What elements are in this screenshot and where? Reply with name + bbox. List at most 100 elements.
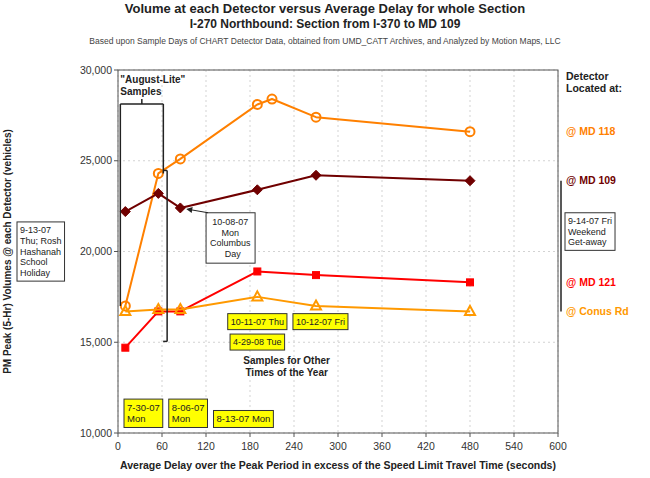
annotation-line: 8-06-07 (172, 402, 205, 413)
annotation-line: Hashanah (20, 247, 61, 257)
tick-label: 25,000 (80, 154, 112, 166)
marker (122, 344, 129, 351)
tick-mark (294, 433, 295, 437)
title-line: Volume at each Detector versus Average D… (125, 1, 526, 16)
marker (252, 291, 262, 300)
annotation-line: 9-14-07 Fri (568, 216, 612, 226)
annotation-box (206, 213, 255, 263)
chart: Volume at each Detector versus Average D… (0, 0, 650, 478)
tick-label: 10,000 (80, 427, 112, 439)
tick-label-line: 25,000 (80, 154, 112, 166)
tick-label-line: 300 (329, 440, 347, 452)
annotation: Samples for OtherTimes of the Year (243, 355, 330, 378)
annotation-line: Located at: (566, 82, 622, 94)
tick-label-line: 60 (156, 440, 168, 452)
annotation-box (293, 314, 348, 330)
tick-label-line: 10,000 (80, 427, 112, 439)
tick-label: 60 (156, 440, 168, 452)
tick-label-line: 120 (197, 440, 215, 452)
tick-label: 300 (329, 440, 347, 452)
annotation-line: 10-12-07 Fri (296, 317, 345, 327)
series-label-line: @ Conus Rd (566, 305, 629, 317)
annotation: 4-29-08 Tue (233, 337, 282, 347)
axes: 06012018024030036042048054060010,00015,0… (2, 64, 567, 471)
grid (118, 70, 558, 433)
annotation-line: Samples for Other (243, 355, 330, 366)
annotation: 10-11-07 Thu (231, 317, 284, 327)
x-axis-label-line: Average Delay over the Peak Period in ex… (120, 459, 556, 471)
plot-frame (118, 70, 558, 433)
marker (313, 272, 320, 279)
marker (175, 203, 185, 213)
annotation-line: Mon (127, 413, 145, 424)
title-line: I-270 Northbound: Section from I-370 to … (190, 17, 461, 31)
annotation-line: Weekend (568, 227, 606, 237)
marker (465, 306, 475, 315)
bracket (163, 170, 167, 172)
arrow-head (186, 207, 192, 213)
annotation-box (124, 399, 163, 427)
annotation-line: Holiday (20, 268, 51, 278)
bracket (560, 181, 562, 312)
bracket (163, 104, 165, 173)
marker (312, 113, 321, 122)
grid-line (118, 251, 558, 252)
annotation-line: Day (220, 249, 242, 259)
annotation-box (230, 334, 285, 350)
series-label: @ MD 121 (566, 276, 616, 288)
series-label-line: @ MD 121 (566, 276, 616, 288)
tick-label-line: 480 (461, 440, 479, 452)
series-line (125, 271, 470, 347)
bracket (141, 99, 143, 104)
annotation-box (228, 314, 287, 330)
marker (176, 154, 185, 163)
annotation: 9-14-07 FriWeekendGet-away (568, 216, 612, 248)
tick-mark (382, 433, 383, 437)
tick-label-line: 240 (285, 440, 303, 452)
grid-line (162, 70, 163, 433)
annotation-line: 4-29-08 Tue (233, 337, 282, 347)
tick-mark (470, 433, 471, 437)
tick-mark (114, 160, 118, 161)
tick-label: 180 (241, 440, 259, 452)
tick-label: 240 (285, 440, 303, 452)
tick-label: 420 (417, 440, 435, 452)
annotation-box (169, 399, 208, 427)
annotation-line: Samples (120, 86, 162, 97)
marker (153, 304, 163, 313)
series-label-line: @ MD 118 (566, 125, 616, 137)
subtitle-line: Based upon Sample Days of CHART Detector… (89, 36, 560, 46)
annotation-line: Times of the Year (245, 367, 328, 378)
annotation-box (17, 222, 65, 281)
y-axis-label: PM Peak (5-Hr) Volumes @ each Detector (… (2, 129, 13, 374)
tick-label: 480 (461, 440, 479, 452)
annotation-line: "August-Lite" (120, 74, 185, 85)
annotation-line: School (20, 257, 48, 267)
tick-mark (426, 433, 427, 437)
bracket (120, 104, 122, 306)
tick-label: 0 (115, 440, 121, 452)
marker (465, 176, 475, 186)
x-axis-label: Average Delay over the Peak Period in ex… (120, 459, 556, 471)
grid-line (426, 70, 427, 433)
annotation: 7-30-07Mon (127, 402, 160, 424)
tick-mark (114, 70, 118, 71)
annotation-line: 10-11-07 Thu (231, 317, 284, 327)
annotation-line: Detector (566, 70, 609, 82)
series (120, 291, 475, 315)
annotation-line: 8-13-07 Mon (217, 413, 271, 424)
annotation-line: Mon (172, 413, 190, 424)
tick-mark (162, 433, 163, 437)
marker (311, 300, 321, 309)
marker (120, 306, 130, 315)
bracket (163, 341, 167, 343)
title: I-270 Northbound: Section from I-370 to … (190, 17, 461, 31)
series-label: @ MD 118 (566, 125, 616, 137)
tick-label-line: 30,000 (80, 64, 112, 76)
y-axis-label-line: PM Peak (5-Hr) Volumes @ each Detector (… (2, 129, 13, 374)
annotation: DetectorLocated at: (566, 70, 622, 95)
annotation: 9-13-07Thu; RoshHashanahSchoolHoliday (20, 225, 62, 278)
annotation: 10-12-07 Fri (296, 317, 345, 327)
annotation-line: Columbus (210, 238, 251, 248)
annotation-box (565, 213, 615, 251)
